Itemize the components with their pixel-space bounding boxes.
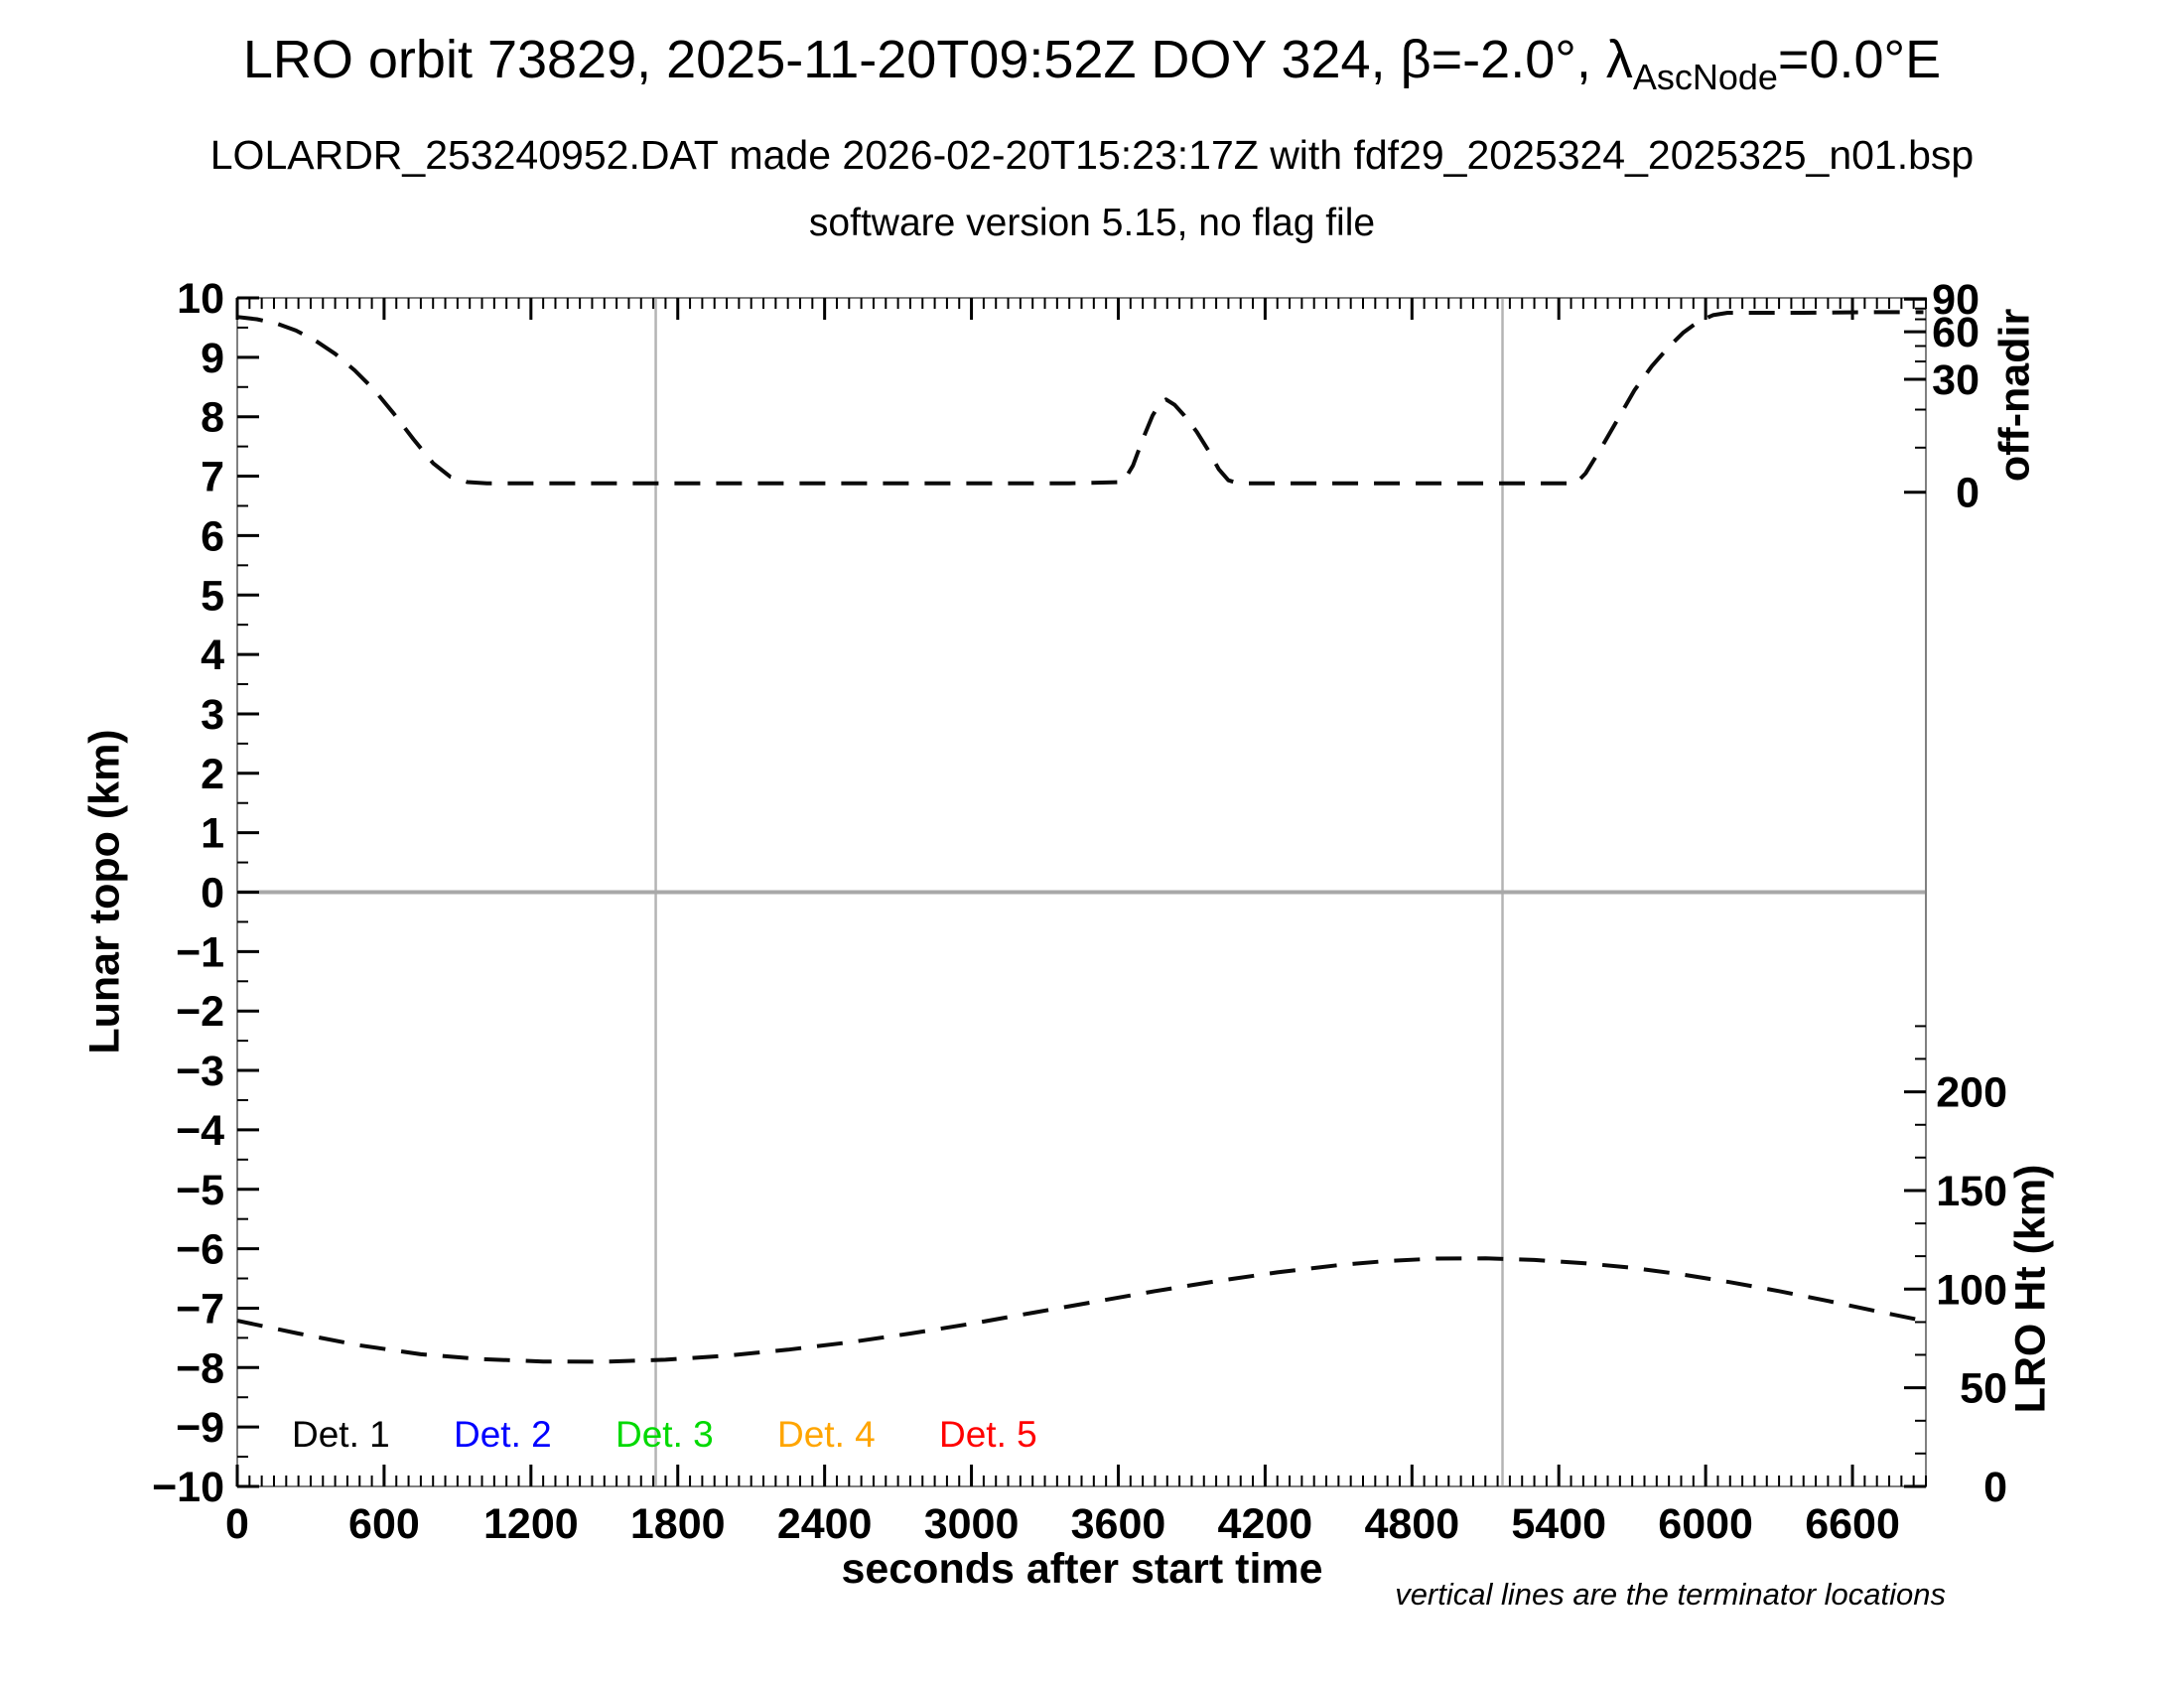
y-left-tick-label: −9 [176,1404,224,1452]
offnadir-tick-label: 60 [1932,309,1979,356]
lro-height-tick-label: 50 [1960,1365,2007,1413]
y-left-tick-label: 10 [177,275,224,323]
legend-item-det-3: Det. 3 [615,1414,714,1455]
x-tick-label: 5400 [1511,1500,1606,1548]
title-prefix: LRO orbit 73829, 2025-11-20T09:52Z DOY 3… [242,30,1633,89]
page-title: LRO orbit 73829, 2025-11-20T09:52Z DOY 3… [0,28,2184,109]
y-left-tick-label: −5 [176,1167,224,1214]
y-left-tick-label: 8 [201,394,224,442]
lro-height-tick-label: 100 [1936,1266,2007,1314]
x-tick-label: 6000 [1658,1500,1753,1548]
x-tick-label: 1200 [483,1500,579,1548]
lro-height-tick-label: 0 [1983,1464,2007,1511]
y-axis-title-lro-height: LRO Ht (km) [2006,1164,2055,1414]
x-tick-label: 3600 [1071,1500,1166,1548]
x-axis-title: seconds after start time [841,1545,1323,1593]
y-left-tick-label: −8 [176,1344,224,1392]
y-left-tick-label: −1 [176,928,224,976]
legend-item-det-2: Det. 2 [454,1414,552,1455]
x-tick-label: 2400 [777,1500,873,1548]
y-left-tick-label: −3 [176,1048,224,1095]
x-tick-label: 1800 [630,1500,726,1548]
y-left-tick-label: 1 [201,810,224,858]
offnadir-tick-label: 30 [1932,356,1979,404]
legend-item-det-4: Det. 4 [777,1414,876,1455]
x-tick-label: 4200 [1218,1500,1313,1548]
y-left-tick-label: 3 [201,691,224,739]
title-suffix: =0.0°E [1777,30,1942,89]
y-left-tick-label: 6 [201,512,224,560]
y-axis-title-left: Lunar topo (km) [80,729,129,1055]
y-left-tick-label: −4 [176,1107,224,1155]
y-left-tick-label: 5 [201,572,224,620]
y-left-tick-label: 4 [201,632,224,679]
x-tick-label: 6600 [1805,1500,1900,1548]
off-nadir-curve [236,310,1924,486]
y-left-tick-label: −10 [152,1464,224,1511]
x-tick-label: 4800 [1364,1500,1459,1548]
y-left-tick-label: −2 [176,988,224,1036]
x-tick-label: 600 [348,1500,420,1548]
offnadir-tick-label: 0 [1956,470,1979,517]
lro-height-tick-label: 200 [1936,1069,2007,1117]
y-left-tick-label: 2 [201,751,224,798]
subtitle: LOLARDR_253240952.DAT made 2026-02-20T15… [209,132,1975,178]
y-left-tick-label: −7 [176,1285,224,1333]
y-axis-title-offnadir: off-nadir [1990,308,2039,483]
title-subscript: AscNode [1632,56,1778,97]
y-left-tick-label: −6 [176,1226,224,1274]
lro-height-curve [236,1256,1924,1364]
legend-item-det-5: Det. 5 [939,1414,1037,1455]
y-left-tick-label: 7 [201,454,224,501]
x-tick-label: 3000 [924,1500,1020,1548]
x-tick-label: 0 [225,1500,249,1548]
y-left-tick-label: 9 [201,335,224,382]
legend-item-det-1: Det. 1 [292,1414,390,1455]
y-left-tick-label: 0 [201,870,224,917]
lro-height-tick-label: 150 [1936,1168,2007,1215]
terminator-footnote: vertical lines are the terminator locati… [1395,1577,1946,1612]
subtitle-software-version: software version 5.15, no flag file [808,202,1376,244]
offnadir-tick-label: 90 [1932,276,1979,324]
